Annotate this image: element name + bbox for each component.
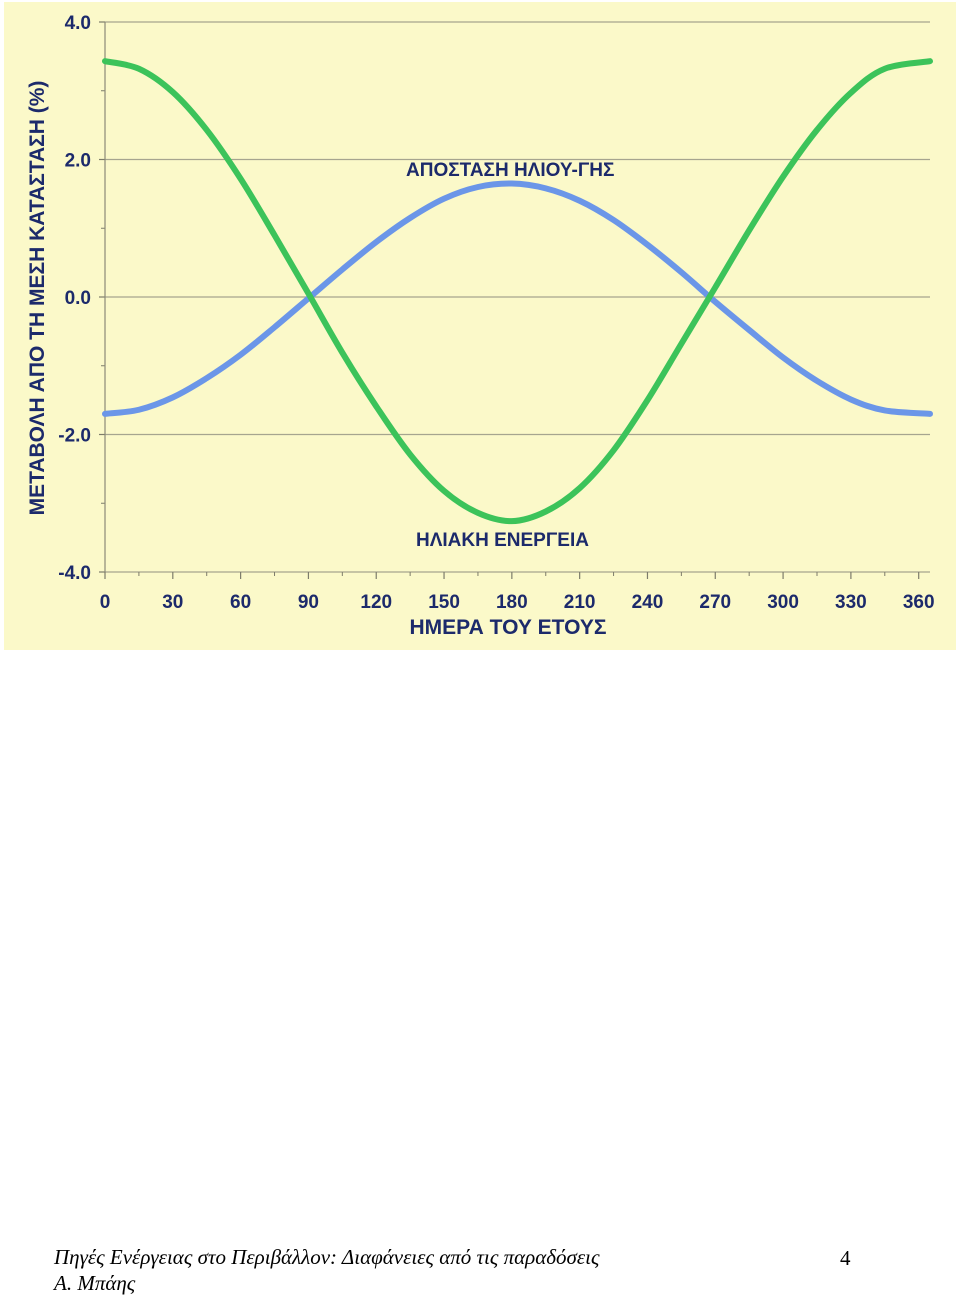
chart-svg: 4.0 2.0 0.0 -2.0 -4.0 0 30 60 90 120 150 180 210 240 2… <box>26 13 935 639</box>
x-axis-title: ΗΜΕΡΑ ΤΟΥ ΕΤΟΥΣ <box>410 616 607 639</box>
axis-layer: 4.0 2.0 0.0 -2.0 -4.0 0 30 60 90 120 150 180 210 240 2… <box>58 13 934 613</box>
y-axis-title: ΜΕΤΑΒΟΛΗ ΑΠΟ ΤΗ ΜΕΣΗ ΚΑΤΑΣΤΑΣΗ (%) <box>26 81 49 516</box>
y-tick-label: 4.0 <box>65 13 91 34</box>
series-layer <box>102 58 933 525</box>
x-tick-label: 0 <box>100 592 111 613</box>
x-tick-label: 270 <box>699 592 731 613</box>
series-label-energy: ΗΛΙΑΚΗ ΕΝΕΡΓΕΙΑ <box>416 530 589 551</box>
footer-caption: Πηγές Ενέργειας στο Περιβάλλον: Διαφάνει… <box>54 1244 600 1296</box>
x-tick-label: 150 <box>428 592 460 613</box>
chart-panel: 4.0 2.0 0.0 -2.0 -4.0 0 30 60 90 120 150 180 210 240 2… <box>4 2 956 650</box>
y-tick-label: 2.0 <box>65 151 91 172</box>
x-tick-label: 240 <box>632 592 664 613</box>
x-tick-label: 90 <box>298 592 319 613</box>
series-line-energy <box>102 58 933 525</box>
page-number: 4 <box>840 1246 851 1270</box>
series-label-distance: ΑΠΟΣΤΑΣΗ ΗΛΙΟΥ-ΓΗΣ <box>406 160 614 181</box>
x-tick-label: 330 <box>835 592 867 613</box>
footer-caption-line2: Α. Μπάης <box>54 1271 136 1295</box>
x-tick-label: 210 <box>564 592 596 613</box>
y-tick-label: -4.0 <box>58 563 91 584</box>
grid-layer <box>105 21 930 573</box>
x-tick-label: 360 <box>903 592 935 613</box>
x-tick-label: 60 <box>230 592 251 613</box>
x-tick-label: 30 <box>162 592 183 613</box>
x-tick-label: 180 <box>496 592 528 613</box>
label-layer: ΗΜΕΡΑ ΤΟΥ ΕΤΟΥΣ ΜΕΤΑΒΟΛΗ ΑΠΟ ΤΗ ΜΕΣΗ ΚΑΤ… <box>26 81 614 639</box>
x-tick-label: 120 <box>360 592 392 613</box>
footer-caption-line1: Πηγές Ενέργειας στο Περιβάλλον: Διαφάνει… <box>54 1245 600 1269</box>
y-tick-label: 0.0 <box>65 288 91 309</box>
series-line-distance <box>102 180 933 417</box>
y-tick-label: -2.0 <box>58 426 91 447</box>
x-tick-label: 300 <box>767 592 799 613</box>
